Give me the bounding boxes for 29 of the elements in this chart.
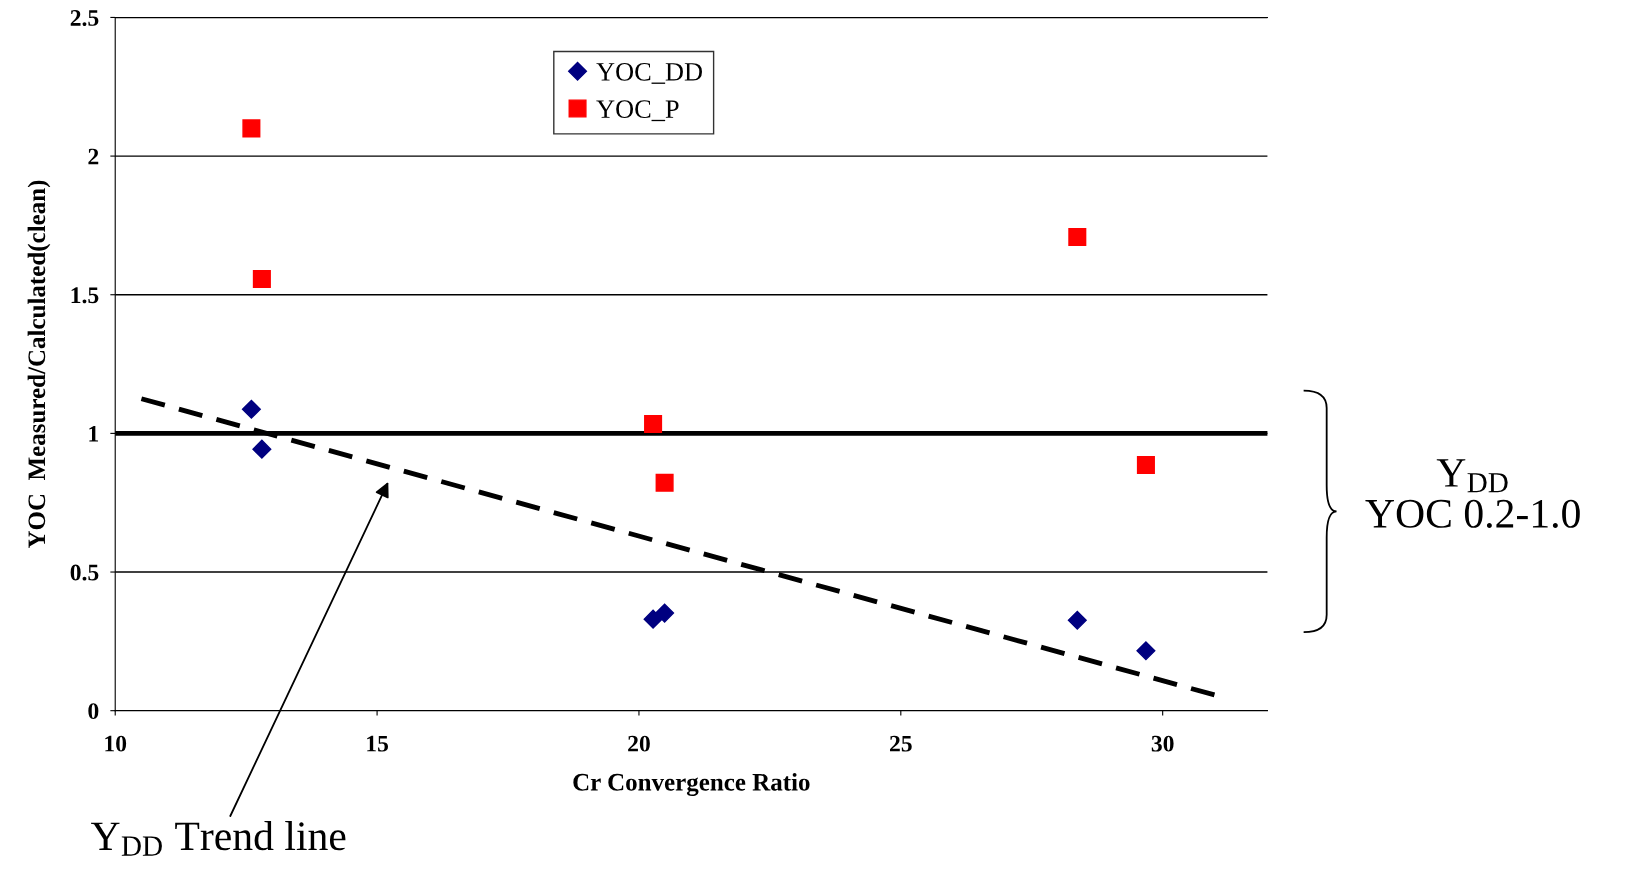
y-tick-label: 1	[89, 425, 99, 442]
point	[252, 269, 271, 288]
y-tick-label: 0	[88, 703, 99, 720]
text: Y$_{DD}$ YOC 0.2-1.0	[1365, 459, 1580, 528]
point	[242, 119, 261, 138]
y-tick-label: 1.5	[71, 287, 99, 304]
y-tick-label: 0.5	[70, 564, 99, 581]
x-axis-title: Cr Convergence Ratio	[573, 773, 810, 796]
point	[1136, 455, 1155, 475]
point	[655, 603, 675, 623]
point	[1136, 641, 1156, 661]
legend-label: YOC_P	[596, 100, 679, 122]
x-tick-label: 15	[367, 735, 389, 752]
point	[241, 399, 261, 419]
point	[655, 473, 674, 492]
x-tick-label: 25	[890, 735, 912, 752]
text: Y$_{DD}$ Trend line	[91, 821, 346, 856]
legend-label: YOC_DD	[596, 62, 702, 84]
point	[644, 414, 663, 433]
x-tick-label: 10	[105, 735, 127, 752]
point	[1067, 610, 1087, 630]
y-axis-title: YOC Measured/Calculated(clean)	[27, 180, 51, 549]
y-tick-label: 2	[88, 148, 99, 165]
x-tick-label: 30	[1151, 735, 1174, 752]
point	[643, 609, 663, 629]
x-tick-label: 20	[628, 735, 650, 752]
point	[1068, 228, 1087, 247]
point	[252, 439, 272, 459]
y-tick-label: 2.5	[70, 10, 99, 26]
